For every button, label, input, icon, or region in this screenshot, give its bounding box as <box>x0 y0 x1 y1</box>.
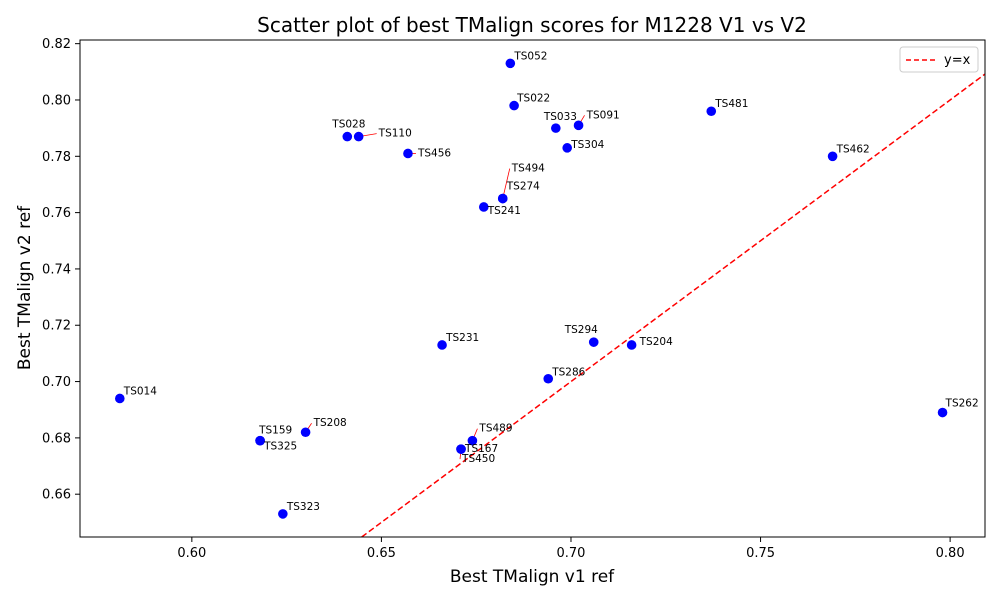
plot-frame <box>79 39 986 538</box>
y-tick-label: 0.74 <box>42 262 71 277</box>
data-point-ts325 <box>255 435 265 446</box>
data-point-ts204 <box>626 340 637 350</box>
point-label-ts462: TS462 <box>836 143 870 155</box>
point-label-ts033: TS033 <box>543 111 577 123</box>
y-tick-label: 0.82 <box>42 37 71 52</box>
x-axis: 0.60 0.65 0.70 0.75 0.80 <box>177 537 965 561</box>
point-label-ts110: TS110 <box>378 128 412 140</box>
legend-label-y-equals-x: y=x <box>944 53 971 68</box>
data-point-ts241 <box>478 202 489 212</box>
data-point-ts481 <box>706 106 717 117</box>
x-axis-label: Best TMalign v1 ref <box>450 567 615 587</box>
y-tick-label: 0.72 <box>42 319 71 334</box>
chart-title: Scatter plot of best TMalign scores for … <box>257 13 807 37</box>
x-tick-label: 0.60 <box>177 546 206 561</box>
point-label-ts489: TS489 <box>478 423 512 435</box>
point-label-ts204: TS204 <box>639 336 673 348</box>
data-point-ts262 <box>937 407 948 418</box>
y-tick-label: 0.70 <box>42 375 71 390</box>
point-label-ts325: TS325 <box>263 441 297 453</box>
point-label-ts481: TS481 <box>714 98 748 110</box>
data-point-ts231 <box>437 340 447 350</box>
data-point-ts052 <box>505 58 516 69</box>
plot-area: TS052 TS022 TS481 TS091 TS033 TS028 TS110 TS304… <box>79 39 986 538</box>
points-layer: TS052 TS022 TS481 TS091 TS033 TS028 TS110 TS304… <box>115 50 979 519</box>
x-tick-label: 0.65 <box>367 546 396 561</box>
point-label-ts231: TS231 <box>445 332 479 344</box>
x-tick-label: 0.80 <box>936 546 965 561</box>
data-point-ts286 <box>543 373 554 384</box>
data-point-ts091 <box>573 120 584 131</box>
data-point-ts323 <box>278 509 288 519</box>
x-tick-label: 0.70 <box>557 546 586 561</box>
legend-box <box>899 46 979 73</box>
point-label-ts208: TS208 <box>313 417 347 429</box>
y-axis: 0.66 0.68 0.70 0.72 0.74 0.76 0.78 0.80 0.82 <box>42 37 80 503</box>
y-tick-label: 0.68 <box>42 431 71 446</box>
point-label-ts241: TS241 <box>487 205 521 217</box>
x-tick-label: 0.75 <box>746 546 775 561</box>
data-point-ts274 <box>497 193 508 204</box>
data-point-ts456 <box>403 148 413 159</box>
y-tick-label: 0.76 <box>42 206 71 221</box>
point-label-ts167: TS167 <box>464 443 498 455</box>
point-label-ts091: TS091 <box>586 109 620 121</box>
point-label-ts274: TS274 <box>506 181 540 193</box>
point-label-ts494: TS494 <box>511 163 545 175</box>
y-tick-label: 0.66 <box>42 488 71 503</box>
data-point-ts462 <box>827 151 838 162</box>
leader-line <box>502 168 511 199</box>
data-point-ts033 <box>551 123 561 133</box>
point-label-ts159: TS159 <box>258 425 292 437</box>
point-label-ts304: TS304 <box>570 139 604 151</box>
reference-line-y-equals-x <box>361 73 985 537</box>
data-point-ts014 <box>115 393 125 404</box>
y-tick-label: 0.78 <box>42 150 71 165</box>
data-point-ts294 <box>588 337 599 347</box>
point-label-ts262: TS262 <box>945 398 979 410</box>
point-label-ts028: TS028 <box>331 119 365 131</box>
data-point-ts489 <box>467 435 478 446</box>
data-point-ts028 <box>342 131 353 142</box>
point-label-ts022: TS022 <box>516 93 550 105</box>
legend: y=x <box>899 46 979 73</box>
point-label-ts323: TS323 <box>286 501 320 513</box>
point-label-ts294: TS294 <box>564 324 598 336</box>
y-axis-label: Best TMalign v2 ref <box>15 205 35 370</box>
point-label-ts450: TS450 <box>461 453 495 465</box>
point-label-ts052: TS052 <box>513 50 547 62</box>
data-point-ts208 <box>300 427 311 438</box>
data-point-ts022 <box>509 100 519 111</box>
point-label-ts014: TS014 <box>123 385 157 397</box>
data-point-ts304 <box>562 143 572 153</box>
point-label-ts456: TS456 <box>417 147 451 159</box>
y-tick-label: 0.80 <box>42 93 71 108</box>
data-point-ts110 <box>353 131 364 142</box>
data-point-ts450 <box>456 444 466 454</box>
point-label-ts286: TS286 <box>551 367 585 379</box>
